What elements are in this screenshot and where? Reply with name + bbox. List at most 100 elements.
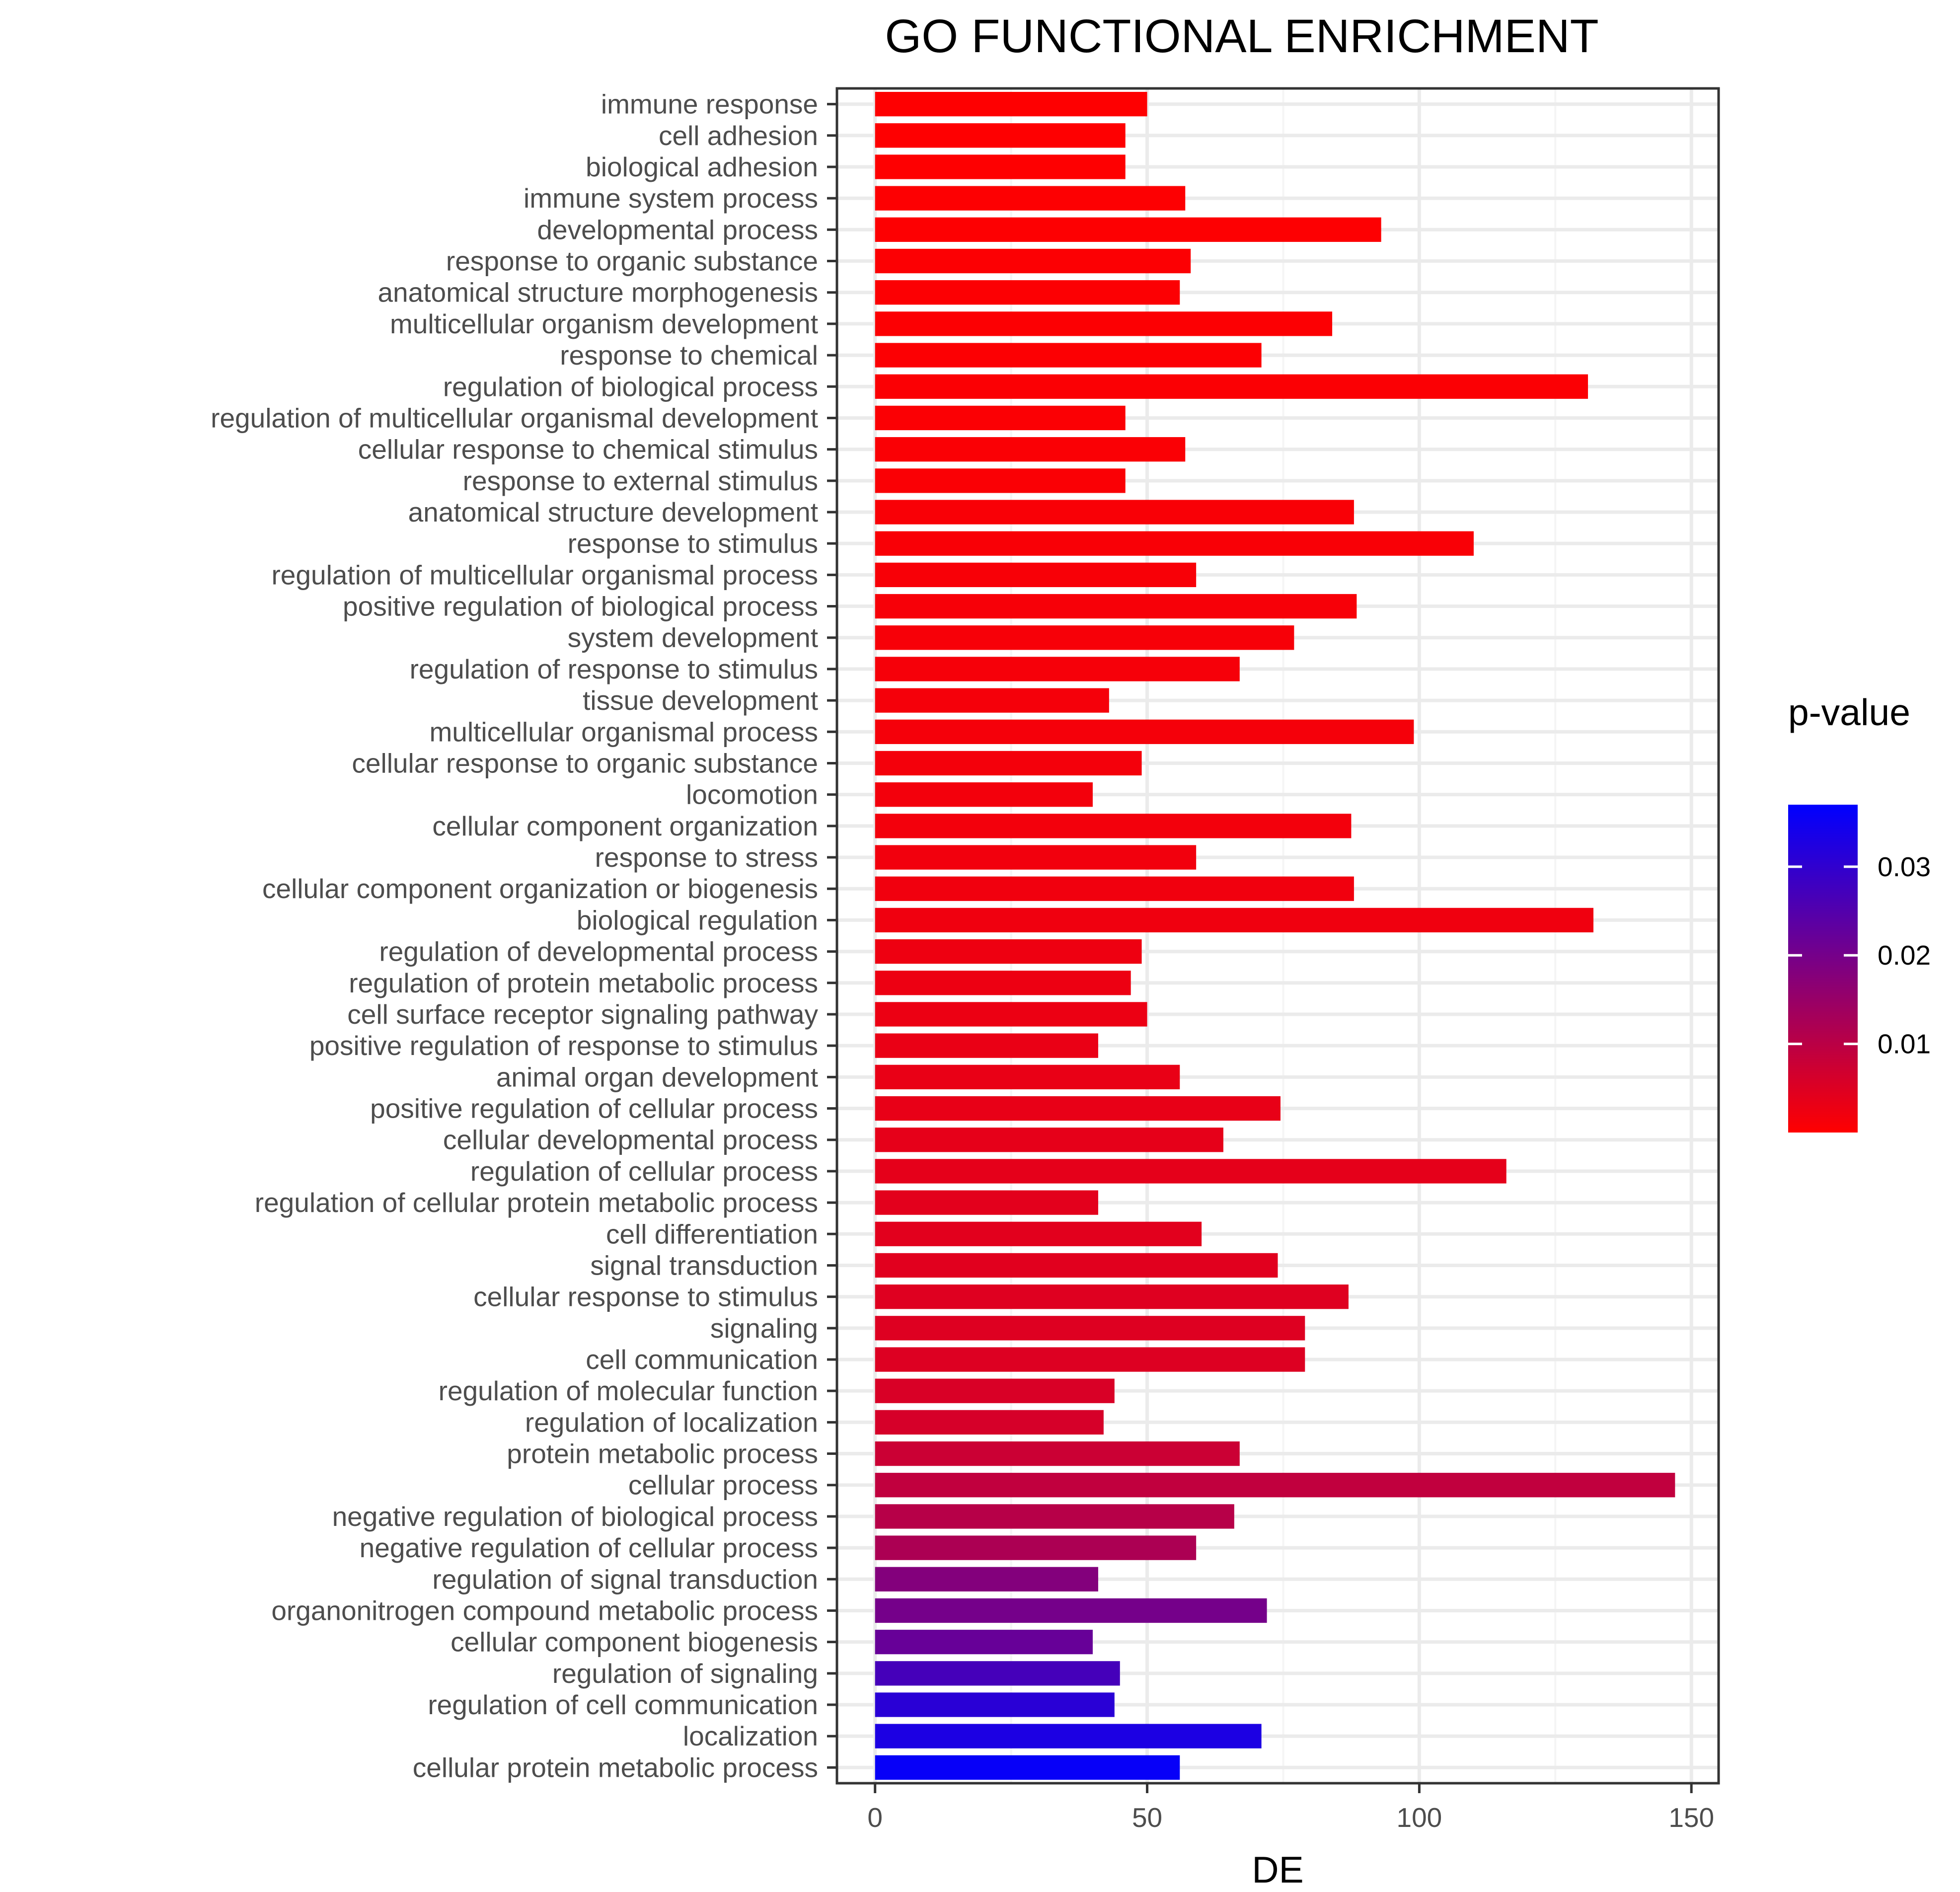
y-tick-label: negative regulation of biological proces… [332,1501,818,1532]
y-tick-label: anatomical structure morphogenesis [377,277,818,308]
legend: p-value 0.01 0.02 0.03 [1788,691,1931,1133]
y-tick-label: regulation of protein metabolic process [349,968,818,998]
bar [875,1410,1104,1435]
y-tick-label: regulation of signaling [552,1658,818,1689]
bar [875,1347,1305,1372]
y-tick-label: cellular component organization or bioge… [262,873,818,904]
y-tick-label: response to chemical [560,340,818,371]
x-tick-label: 100 [1396,1802,1442,1833]
y-tick-label: tissue development [583,685,818,716]
panel-border [835,87,1720,1785]
bar [875,1221,1202,1246]
bar [875,1284,1349,1309]
y-tick-label: cellular component biogenesis [451,1627,818,1658]
bar [875,782,1093,807]
bar [875,657,1240,681]
panel-background [837,88,1719,1783]
bar [875,311,1333,336]
y-tick-label: developmental process [537,214,818,245]
bar [875,1002,1147,1027]
legend-colorbar [1788,805,1858,1133]
bar [875,908,1593,933]
y-tick-label: regulation of localization [525,1407,818,1438]
bar [875,562,1197,588]
bar [875,248,1191,274]
y-tick-label: regulation of multicellular organismal p… [271,559,818,590]
y-tick-label: protein metabolic process [507,1438,818,1469]
x-tick-label: 50 [1132,1802,1162,1833]
y-tick-label: regulation of cellular protein metabolic… [255,1187,818,1218]
y-tick-label: cell surface receptor signaling pathway [347,999,818,1030]
bar [875,123,1126,148]
bar [875,625,1294,650]
y-tick-label: localization [683,1721,818,1751]
x-tick-label: 150 [1668,1802,1714,1833]
y-tick-label: positive regulation of biological proces… [343,591,818,622]
bar [875,468,1126,493]
y-tick-label: regulation of multicellular organismal d… [211,402,818,433]
y-tick-label: cellular protein metabolic process [413,1752,818,1783]
legend-tick-label: 0.03 [1878,851,1931,882]
bar [875,437,1186,462]
x-axis: 0 50 100 150 [867,1783,1714,1833]
y-tick-label: cellular response to stimulus [473,1282,818,1312]
y-tick-label: response to external stimulus [463,465,818,496]
bar [875,939,1142,964]
y-tick-label: organonitrogen compound metabolic proces… [271,1595,818,1626]
bar [875,688,1109,713]
bar [875,374,1588,399]
bar [875,1316,1305,1341]
y-tick-label: response to stimulus [568,528,818,559]
x-tick-label: 0 [867,1802,883,1833]
bar [875,1033,1098,1058]
bar [875,1504,1234,1529]
bar [875,876,1354,901]
bar [875,1661,1120,1686]
y-tick-label: cellular response to chemical stimulus [358,434,818,465]
bar [875,91,1147,117]
y-tick-label: system development [568,622,818,653]
bar [875,531,1474,556]
y-tick-label: cellular developmental process [443,1125,818,1155]
y-tick-label: regulation of signal transduction [432,1564,818,1594]
bar [875,1159,1507,1184]
y-tick-label: immune system process [524,183,818,214]
y-tick-label: regulation of biological process [443,371,818,402]
bar [875,1724,1262,1748]
y-tick-label: regulation of cell communication [428,1689,818,1720]
y-tick-label: biological adhesion [586,151,818,182]
bar [875,154,1126,179]
y-tick-label: cellular response to organic substance [352,748,818,778]
y-tick-label: anatomical structure development [408,497,818,528]
bar [875,1535,1197,1560]
y-tick-label: cellular process [628,1470,818,1501]
y-tick-label: cell differentiation [606,1218,818,1249]
bar [875,971,1131,995]
bar [875,1630,1093,1655]
bar [875,1473,1675,1498]
bar [875,1441,1240,1466]
y-tick-label: positive regulation of cellular process [370,1093,818,1124]
y-tick-label: regulation of molecular function [439,1375,818,1406]
bar [875,719,1414,744]
bar [875,1190,1098,1215]
bar [875,1096,1281,1121]
bar [875,217,1381,242]
bar [875,1598,1267,1623]
legend-title: p-value [1788,691,1910,733]
y-tick-label: regulation of developmental process [379,936,818,967]
x-axis-title: DE [1252,1849,1303,1891]
y-tick-label: signaling [710,1313,818,1344]
bar [875,1567,1098,1591]
bars [875,91,1675,1780]
bar [875,1128,1223,1152]
legend-tick-label: 0.02 [1878,940,1931,971]
chart-title: GO FUNCTIONAL ENRICHMENT [885,10,1598,63]
y-tick-label: multicellular organism development [390,308,818,339]
y-tick-label: immune response [601,89,818,120]
legend-tick-label: 0.01 [1878,1029,1931,1060]
y-tick-label: negative regulation of cellular process [360,1532,818,1563]
bar [875,405,1126,431]
